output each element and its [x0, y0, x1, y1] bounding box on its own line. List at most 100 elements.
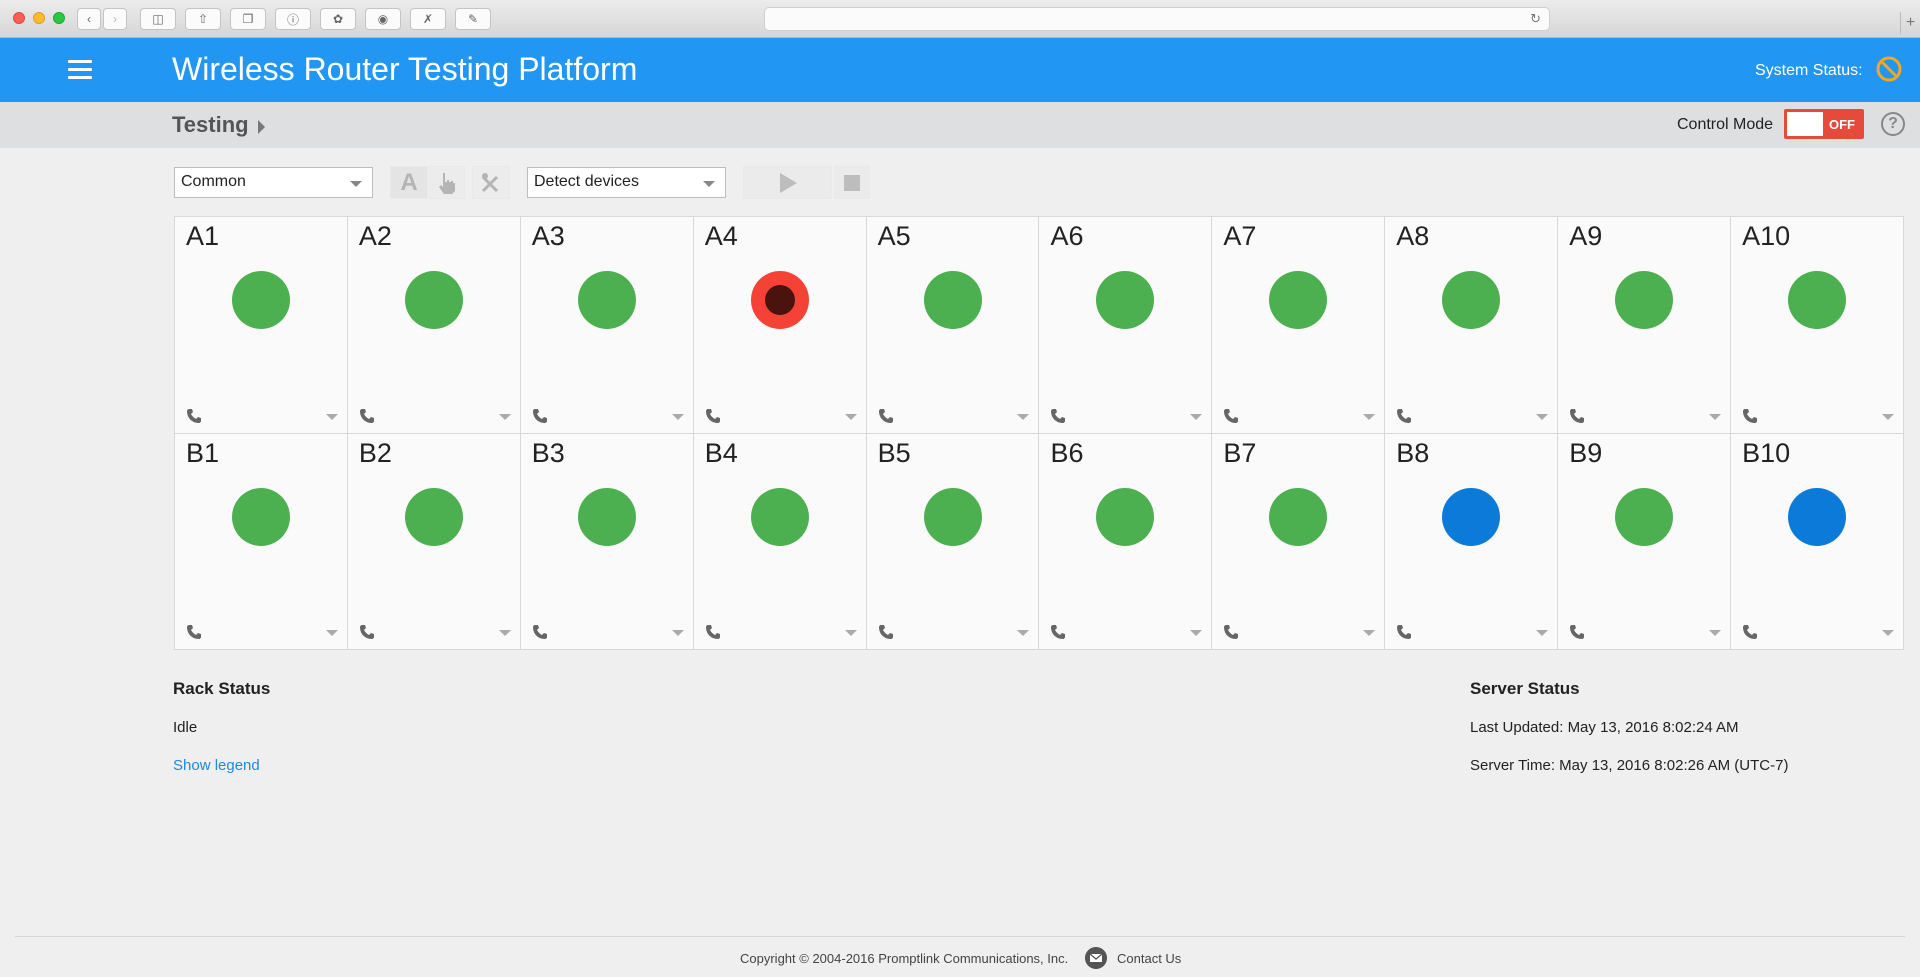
chevron-down-icon[interactable]: [1190, 630, 1203, 636]
device-slot[interactable]: B5: [866, 433, 1040, 650]
device-slot[interactable]: B3: [520, 433, 694, 650]
control-mode-toggle[interactable]: OFF: [1784, 109, 1864, 139]
slot-status-indicator[interactable]: [750, 271, 809, 329]
show-legend-link[interactable]: Show legend: [173, 757, 260, 774]
device-slot[interactable]: A3: [520, 217, 694, 434]
zoom-window-button[interactable]: [53, 12, 65, 24]
slot-status-indicator[interactable]: [923, 487, 982, 546]
reload-icon[interactable]: ↻: [1530, 11, 1541, 26]
phone-icon[interactable]: [1396, 624, 1412, 640]
device-slot[interactable]: B6: [1039, 433, 1213, 650]
contact-us-link[interactable]: Contact Us: [1117, 951, 1182, 966]
device-slot[interactable]: B9: [1558, 433, 1732, 650]
slot-status-indicator[interactable]: [923, 271, 982, 329]
tools-extension-icon[interactable]: ✗: [410, 8, 446, 30]
forward-button[interactable]: ›: [103, 8, 127, 30]
info-extension-icon[interactable]: ⓘ: [275, 8, 311, 30]
device-slot[interactable]: A7: [1212, 217, 1386, 434]
phone-icon[interactable]: [1396, 408, 1412, 424]
auto-mode-button[interactable]: A: [390, 166, 428, 199]
tabs-overview-icon[interactable]: ❐: [230, 8, 266, 30]
phone-icon[interactable]: [1050, 624, 1066, 640]
slot-status-indicator[interactable]: [1788, 271, 1847, 329]
phone-icon[interactable]: [1050, 408, 1066, 424]
phone-icon[interactable]: [186, 624, 202, 640]
phone-icon[interactable]: [359, 624, 375, 640]
slot-status-indicator[interactable]: [577, 271, 636, 329]
device-slot[interactable]: A8: [1385, 217, 1559, 434]
minimize-window-button[interactable]: [33, 12, 45, 24]
phone-icon[interactable]: [878, 408, 894, 424]
chevron-down-icon[interactable]: [1536, 413, 1549, 420]
action-select[interactable]: Detect devices: [527, 167, 726, 198]
chevron-down-icon[interactable]: [1363, 413, 1376, 420]
system-status-warning-icon[interactable]: [1875, 55, 1903, 83]
device-slot[interactable]: B1: [175, 433, 348, 650]
slot-status-indicator[interactable]: [404, 487, 463, 546]
slot-status-indicator[interactable]: [577, 487, 636, 546]
phone-icon[interactable]: [532, 408, 548, 424]
share-icon[interactable]: ⇧: [185, 8, 221, 30]
phone-icon[interactable]: [1569, 624, 1585, 640]
device-slot[interactable]: B4: [693, 433, 867, 650]
phone-icon[interactable]: [705, 624, 721, 640]
slot-status-indicator[interactable]: [404, 271, 463, 329]
chevron-down-icon[interactable]: [325, 630, 338, 636]
chevron-down-icon[interactable]: [844, 630, 857, 636]
device-slot[interactable]: B10: [1731, 433, 1904, 650]
slot-status-indicator[interactable]: [1269, 487, 1328, 546]
phone-icon[interactable]: [1742, 624, 1758, 640]
phone-icon[interactable]: [186, 408, 202, 424]
chevron-down-icon[interactable]: [1017, 413, 1030, 420]
chevron-down-icon[interactable]: [1536, 630, 1549, 636]
chevron-down-icon[interactable]: [1363, 630, 1376, 636]
slot-status-indicator[interactable]: [1096, 487, 1155, 546]
device-slot[interactable]: B7: [1212, 433, 1386, 650]
close-window-button[interactable]: [13, 12, 25, 24]
address-bar[interactable]: ↻: [764, 7, 1550, 31]
phone-icon[interactable]: [1223, 408, 1239, 424]
chevron-down-icon[interactable]: [325, 413, 338, 420]
chevron-down-icon[interactable]: [498, 413, 511, 420]
slot-status-indicator[interactable]: [1615, 487, 1674, 546]
back-button[interactable]: ‹: [77, 8, 101, 30]
password-extension-icon[interactable]: ◉: [365, 8, 401, 30]
slot-status-indicator[interactable]: [1442, 271, 1501, 329]
device-slot[interactable]: A6: [1039, 217, 1213, 434]
new-tab-button[interactable]: +: [1900, 12, 1920, 34]
breadcrumb-arrow-icon[interactable]: [258, 120, 265, 134]
slot-status-indicator[interactable]: [231, 487, 290, 546]
chevron-down-icon[interactable]: [844, 413, 857, 420]
phone-icon[interactable]: [878, 624, 894, 640]
phone-icon[interactable]: [705, 408, 721, 424]
chevron-down-icon[interactable]: [1190, 413, 1203, 420]
phone-icon[interactable]: [532, 624, 548, 640]
device-slot[interactable]: A1: [175, 217, 348, 434]
device-slot[interactable]: B2: [347, 433, 521, 650]
chevron-down-icon[interactable]: [498, 630, 511, 636]
device-slot[interactable]: A5: [866, 217, 1040, 434]
manual-mode-button[interactable]: [429, 166, 465, 199]
device-slot[interactable]: A9: [1558, 217, 1732, 434]
edit-extension-icon[interactable]: ✎: [455, 8, 491, 30]
help-icon[interactable]: ?: [1881, 112, 1905, 136]
paw-extension-icon[interactable]: ✿: [320, 8, 356, 30]
breadcrumb[interactable]: Testing: [172, 112, 249, 137]
device-slot[interactable]: B8: [1385, 433, 1559, 650]
slot-status-indicator[interactable]: [750, 487, 809, 546]
chevron-down-icon[interactable]: [1017, 630, 1030, 636]
slot-status-indicator[interactable]: [1442, 487, 1501, 546]
slot-status-indicator[interactable]: [1615, 271, 1674, 329]
chevron-down-icon[interactable]: [671, 413, 684, 420]
chevron-down-icon[interactable]: [1709, 413, 1722, 420]
phone-icon[interactable]: [1569, 408, 1585, 424]
chevron-down-icon[interactable]: [1881, 630, 1894, 636]
chevron-down-icon[interactable]: [1709, 630, 1722, 636]
device-slot[interactable]: A4: [693, 217, 867, 434]
device-slot[interactable]: A10: [1731, 217, 1904, 434]
device-slot[interactable]: A2: [347, 217, 521, 434]
profile-select[interactable]: Common: [174, 167, 373, 198]
phone-icon[interactable]: [1742, 408, 1758, 424]
chevron-down-icon[interactable]: [671, 630, 684, 636]
slot-status-indicator[interactable]: [231, 271, 290, 329]
